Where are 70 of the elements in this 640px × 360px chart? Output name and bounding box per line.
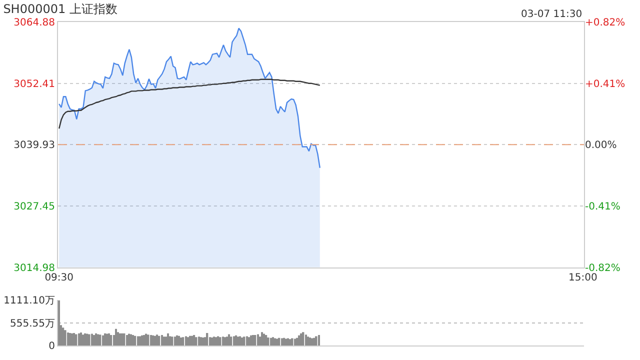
bar bbox=[97, 334, 100, 346]
chart-title: SH000001 上证指数 bbox=[3, 2, 118, 16]
y2-tick-label: -0.41% bbox=[585, 201, 620, 212]
y2-tick-label: -0.82% bbox=[585, 262, 620, 274]
bar bbox=[88, 334, 90, 346]
bar bbox=[270, 338, 272, 346]
bar bbox=[233, 336, 235, 346]
y2-tick-label: +0.41% bbox=[585, 78, 626, 90]
text: 03-07 11:30 bbox=[521, 9, 582, 20]
bar bbox=[102, 335, 104, 346]
y-tick-label: 3014.98 bbox=[14, 262, 55, 274]
bar bbox=[73, 332, 76, 346]
bar bbox=[315, 336, 318, 346]
bar bbox=[75, 334, 78, 346]
bar bbox=[64, 330, 66, 346]
bar bbox=[243, 336, 246, 346]
bar bbox=[206, 332, 208, 346]
bar bbox=[174, 336, 176, 346]
bar bbox=[150, 335, 152, 346]
y-tick-label: 1111.10万 bbox=[4, 295, 55, 306]
bar bbox=[198, 336, 200, 346]
bar bbox=[67, 332, 69, 346]
bar bbox=[298, 335, 300, 346]
bar bbox=[86, 334, 88, 346]
bar bbox=[261, 332, 263, 346]
bar bbox=[241, 337, 244, 346]
bar bbox=[291, 338, 294, 346]
bar bbox=[115, 328, 117, 346]
bar bbox=[110, 335, 112, 346]
x-tick-label: 15:00 bbox=[568, 272, 598, 284]
bar bbox=[137, 336, 139, 346]
y-tick-label: 3052.41 bbox=[14, 78, 55, 90]
y2-tick-label: 0.00% bbox=[585, 140, 617, 152]
bar bbox=[318, 335, 320, 346]
y-tick-label: 0 bbox=[48, 341, 55, 352]
bar bbox=[265, 335, 268, 346]
bar bbox=[313, 338, 316, 346]
y-tick-label: 3064.88 bbox=[14, 18, 55, 28]
bar bbox=[99, 334, 102, 346]
bar bbox=[305, 334, 307, 346]
x-tick-label: 09:30 bbox=[44, 272, 74, 284]
bar bbox=[289, 339, 292, 346]
bar bbox=[219, 337, 222, 346]
bar bbox=[209, 337, 211, 346]
bar bbox=[302, 332, 304, 346]
bar bbox=[91, 334, 93, 346]
bar bbox=[222, 336, 224, 346]
bar bbox=[300, 333, 302, 346]
bar bbox=[217, 336, 220, 346]
bar bbox=[281, 338, 283, 346]
bar bbox=[195, 337, 198, 346]
bar bbox=[193, 335, 196, 346]
bar bbox=[126, 335, 128, 346]
bar bbox=[185, 336, 187, 346]
line-series bbox=[58, 78, 320, 130]
bar bbox=[267, 337, 270, 346]
y-tick-label: 3039.93 bbox=[14, 140, 55, 152]
bar bbox=[161, 335, 163, 346]
bar bbox=[230, 336, 232, 346]
bar bbox=[296, 338, 298, 346]
bar bbox=[182, 337, 184, 346]
bar bbox=[254, 335, 256, 346]
bar bbox=[257, 334, 259, 346]
y2-tick-label: +0.82% bbox=[585, 18, 626, 28]
bar bbox=[78, 333, 80, 346]
bar bbox=[62, 328, 64, 346]
y-tick-label: 3027.45 bbox=[14, 201, 55, 212]
bar bbox=[294, 338, 296, 346]
bar bbox=[246, 336, 248, 346]
y-tick-label: 555.55万 bbox=[10, 318, 55, 330]
